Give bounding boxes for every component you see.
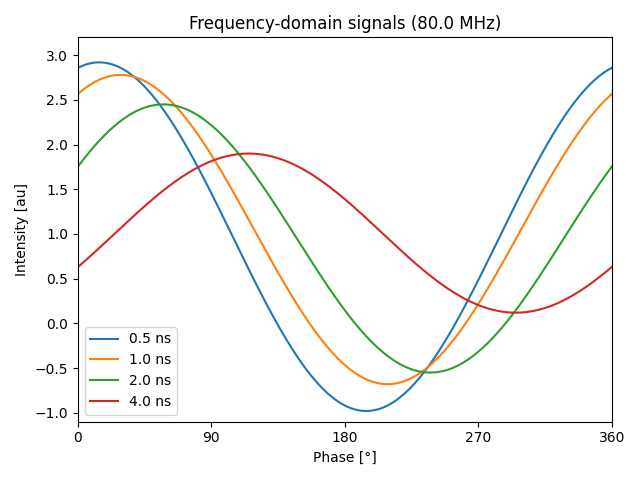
4.0 ns bbox=[291, 162, 298, 168]
2.0 ns bbox=[74, 164, 82, 169]
0.5 ns bbox=[492, 243, 499, 249]
4.0 ns bbox=[512, 310, 520, 315]
1.0 ns bbox=[442, 347, 449, 352]
Line: 4.0 ns: 4.0 ns bbox=[78, 154, 612, 312]
0.5 ns bbox=[442, 337, 449, 343]
0.5 ns bbox=[291, 349, 298, 355]
1.0 ns bbox=[608, 91, 616, 97]
0.5 ns bbox=[74, 65, 82, 71]
1.0 ns bbox=[310, 326, 317, 332]
2.0 ns bbox=[426, 370, 434, 375]
4.0 ns bbox=[74, 264, 82, 270]
1.0 ns bbox=[383, 381, 391, 387]
2.0 ns bbox=[159, 101, 167, 107]
1.0 ns bbox=[492, 273, 499, 278]
1.0 ns bbox=[291, 297, 298, 303]
Line: 0.5 ns: 0.5 ns bbox=[78, 62, 612, 411]
1.0 ns bbox=[129, 73, 137, 79]
4.0 ns bbox=[441, 284, 449, 289]
2.0 ns bbox=[501, 321, 509, 327]
X-axis label: Phase [°]: Phase [°] bbox=[313, 451, 377, 465]
2.0 ns bbox=[608, 164, 616, 169]
4.0 ns bbox=[310, 173, 317, 179]
Line: 2.0 ns: 2.0 ns bbox=[78, 104, 612, 372]
2.0 ns bbox=[442, 368, 449, 373]
1.0 ns bbox=[117, 72, 125, 78]
4.0 ns bbox=[129, 214, 136, 220]
4.0 ns bbox=[608, 264, 616, 270]
1.0 ns bbox=[74, 91, 82, 97]
0.5 ns bbox=[362, 408, 370, 414]
Title: Frequency-domain signals (80.0 MHz): Frequency-domain signals (80.0 MHz) bbox=[189, 15, 501, 33]
Y-axis label: Intensity [au]: Intensity [au] bbox=[15, 183, 29, 276]
2.0 ns bbox=[129, 110, 136, 116]
0.5 ns bbox=[501, 223, 509, 229]
2.0 ns bbox=[310, 262, 317, 268]
2.0 ns bbox=[291, 232, 298, 238]
0.5 ns bbox=[95, 60, 103, 65]
4.0 ns bbox=[500, 309, 508, 315]
Line: 1.0 ns: 1.0 ns bbox=[78, 75, 612, 384]
0.5 ns bbox=[608, 65, 616, 71]
0.5 ns bbox=[310, 376, 317, 382]
0.5 ns bbox=[129, 73, 137, 79]
1.0 ns bbox=[501, 256, 509, 262]
2.0 ns bbox=[492, 332, 499, 338]
4.0 ns bbox=[491, 307, 499, 313]
4.0 ns bbox=[245, 151, 253, 156]
Legend: 0.5 ns, 1.0 ns, 2.0 ns, 4.0 ns: 0.5 ns, 1.0 ns, 2.0 ns, 4.0 ns bbox=[85, 327, 177, 415]
